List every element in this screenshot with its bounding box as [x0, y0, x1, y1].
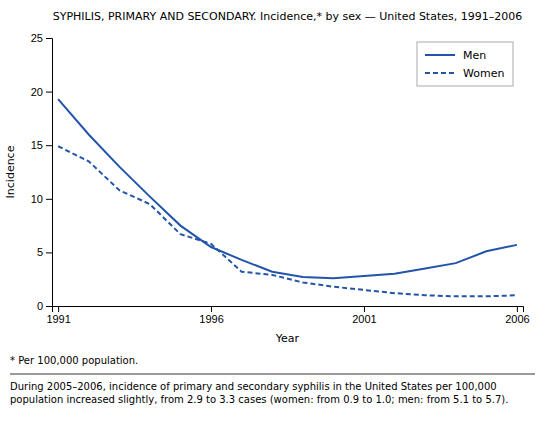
tick-label: 10	[31, 193, 43, 205]
tick: 10	[31, 193, 52, 205]
tick-mark	[364, 306, 365, 312]
tick-label: 20	[31, 86, 43, 98]
tick-mark	[46, 38, 52, 39]
tick-label: 2006	[505, 313, 529, 325]
legend-item: Men	[425, 49, 486, 62]
tick: 1996	[199, 306, 223, 325]
legend-item: Women	[425, 67, 504, 80]
tick-mark	[46, 199, 52, 200]
tick: 20	[31, 86, 52, 98]
series-line	[58, 99, 517, 278]
footnote: * Per 100,000 population.	[10, 355, 138, 366]
y-axis-title: Incidence	[4, 145, 17, 198]
tick: 2006	[505, 306, 529, 325]
tick-label: 0	[37, 300, 43, 312]
legend-swatch	[425, 54, 455, 56]
tick-label: 1996	[199, 313, 223, 325]
x-axis: 1991 1996 2001 2006	[46, 306, 529, 325]
legend-label: Men	[463, 49, 486, 62]
tick-label: 2001	[352, 313, 376, 325]
tick-label: 1991	[46, 313, 70, 325]
tick-mark	[517, 306, 518, 312]
tick-mark	[58, 306, 59, 312]
footnote-line: During 2005–2006, incidence of primary a…	[10, 381, 497, 392]
y-axis: 0 5 10 15 20 25	[31, 32, 53, 312]
legend: Men Women	[417, 42, 513, 86]
legend-box	[417, 42, 513, 86]
tick-mark	[46, 145, 52, 146]
axis-line	[53, 307, 524, 313]
tick: 2001	[352, 306, 376, 325]
tick: 0	[37, 300, 52, 312]
tick: 5	[37, 246, 52, 258]
tick-label: 25	[31, 32, 43, 44]
tick-mark	[46, 252, 52, 253]
tick-label: 15	[31, 139, 43, 151]
plot-area: 1991 1996 2001 2006 0 5 10 15 20 25 Men Women	[31, 32, 530, 325]
title: SYPHILIS, PRIMARY AND SECONDARY. Inciden…	[53, 10, 522, 23]
footnote-line: population increased slightly, from 2.9 …	[10, 394, 508, 405]
footnote: During 2005–2006, incidence of primary a…	[10, 381, 508, 405]
tick: 25	[31, 32, 52, 44]
legend-swatch	[425, 72, 455, 74]
x-axis-title: Year	[275, 332, 300, 345]
tick-mark	[211, 306, 212, 312]
tick-mark	[46, 92, 52, 93]
legend-label: Women	[463, 67, 504, 80]
tick: 1991	[46, 306, 70, 325]
lines	[58, 99, 517, 296]
series-line	[58, 146, 517, 296]
tick-mark	[46, 306, 52, 307]
tick: 15	[31, 139, 52, 151]
separator	[10, 374, 535, 375]
axis-line	[46, 39, 53, 307]
tick-label: 5	[37, 246, 43, 258]
chart: 1991 1996 2001 2006 0 5 10 15 20 25 Men Women SYPHIL…	[0, 0, 545, 438]
